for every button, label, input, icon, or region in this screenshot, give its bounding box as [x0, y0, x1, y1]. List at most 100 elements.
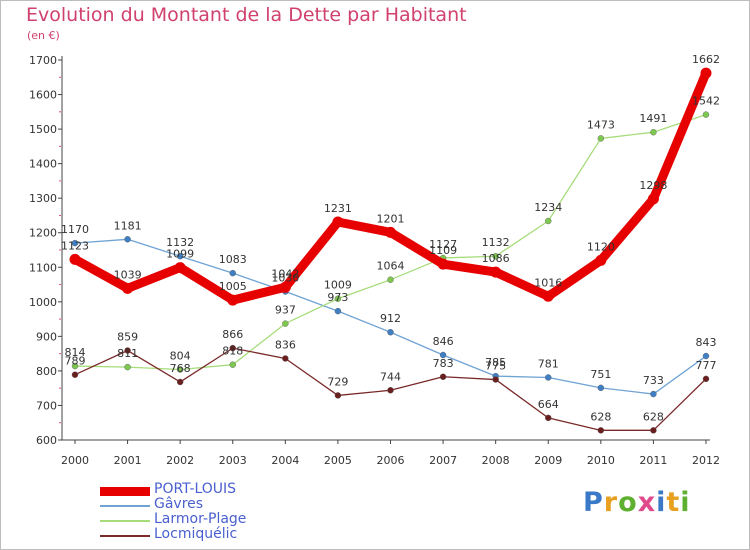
data-label: 804 — [170, 350, 191, 363]
data-label: 818 — [222, 345, 243, 358]
data-label: 785 — [485, 356, 506, 369]
data-point — [702, 352, 710, 360]
data-point — [492, 376, 499, 383]
y-tick-label: 1000 — [29, 296, 57, 309]
data-point — [227, 294, 239, 306]
x-tick-label: 2012 — [692, 454, 720, 467]
data-point — [387, 387, 394, 394]
data-label: 1298 — [639, 179, 667, 192]
data-label: 729 — [327, 375, 348, 388]
data-point — [332, 216, 344, 228]
data-label: 1009 — [324, 279, 352, 292]
data-label: 733 — [643, 374, 664, 387]
data-point — [282, 355, 289, 362]
x-tick-label: 2010 — [587, 454, 615, 467]
chart-unit: (en €) — [27, 29, 60, 42]
proxiti-logo: Proxiti — [583, 487, 691, 518]
x-tick-label: 2006 — [377, 454, 405, 467]
data-point — [71, 371, 79, 378]
data-label: 1083 — [219, 253, 247, 266]
data-point — [334, 307, 342, 315]
data-point — [229, 269, 236, 277]
y-tick-label: 1400 — [29, 158, 57, 171]
x-tick-label: 2009 — [534, 454, 562, 467]
data-point — [492, 253, 499, 260]
data-point — [597, 427, 605, 434]
data-label: 777 — [696, 359, 717, 372]
data-label: 783 — [433, 357, 454, 370]
data-point — [490, 266, 502, 278]
data-label: 1170 — [61, 223, 89, 236]
data-point — [597, 384, 605, 392]
data-label: 628 — [590, 410, 611, 423]
y-tick-label: 800 — [36, 365, 57, 378]
data-label: 1030 — [271, 271, 299, 284]
data-point — [176, 366, 184, 373]
data-label: 1181 — [114, 219, 142, 232]
data-point — [71, 362, 79, 370]
data-label: 1120 — [587, 240, 615, 253]
legend-swatch — [100, 520, 150, 522]
data-point — [702, 375, 710, 383]
legend-label: Larmor-Plage — [154, 511, 247, 527]
data-label: 1099 — [166, 248, 194, 261]
data-label: 1042 — [271, 267, 299, 280]
data-label: 664 — [538, 398, 559, 411]
y-tick-label: 1600 — [29, 89, 57, 102]
data-label: 1132 — [482, 236, 510, 249]
data-label: 1005 — [219, 280, 247, 293]
x-tick-label: 2007 — [429, 454, 457, 467]
data-point — [387, 276, 394, 283]
data-point — [439, 373, 447, 380]
data-label: 846 — [433, 335, 454, 348]
data-label: 628 — [643, 410, 664, 423]
data-point — [122, 282, 134, 294]
data-label: 744 — [380, 370, 401, 383]
y-tick-label: 1100 — [29, 261, 57, 274]
data-label: 789 — [65, 355, 86, 368]
data-label: 751 — [590, 368, 611, 381]
data-point — [437, 258, 449, 270]
data-point — [545, 414, 552, 422]
data-label: 973 — [327, 291, 348, 304]
data-point — [334, 392, 342, 399]
x-tick-label: 2005 — [324, 454, 352, 467]
data-label: 1542 — [692, 95, 720, 108]
legend-label: PORT-LOUIS — [154, 481, 237, 497]
y-tick-label: 1200 — [29, 227, 57, 240]
y-tick-label: 700 — [36, 399, 57, 412]
data-label: 1039 — [114, 268, 142, 281]
data-point — [597, 135, 605, 142]
data-label: 768 — [170, 362, 191, 375]
data-point — [176, 378, 184, 386]
data-point — [174, 262, 186, 274]
logo-letter: i — [656, 487, 667, 518]
data-label: 1132 — [166, 236, 194, 249]
data-point — [595, 254, 607, 266]
y-tick-label: 900 — [36, 330, 57, 343]
y-tick-label: 1300 — [29, 192, 57, 205]
data-label: 814 — [65, 346, 86, 359]
data-point — [439, 351, 447, 359]
data-label: 1064 — [377, 260, 405, 273]
logo-letter: i — [680, 487, 691, 518]
data-point — [124, 363, 131, 371]
y-tick-label: 600 — [36, 434, 57, 447]
x-tick-label: 2011 — [639, 454, 667, 467]
data-label: 912 — [380, 312, 401, 325]
data-point — [700, 67, 712, 79]
data-label: 937 — [275, 304, 296, 317]
data-label: 1127 — [429, 238, 457, 251]
x-tick-label: 2008 — [482, 454, 510, 467]
logo-letter: x — [637, 487, 657, 518]
data-point — [647, 193, 659, 205]
legend-swatch — [100, 505, 150, 507]
data-point — [176, 253, 184, 260]
legend-swatch — [100, 535, 150, 537]
data-label: 1086 — [482, 252, 510, 265]
data-point — [545, 217, 552, 225]
data-label: 1662 — [692, 53, 720, 66]
logo-letter: o — [618, 487, 638, 518]
